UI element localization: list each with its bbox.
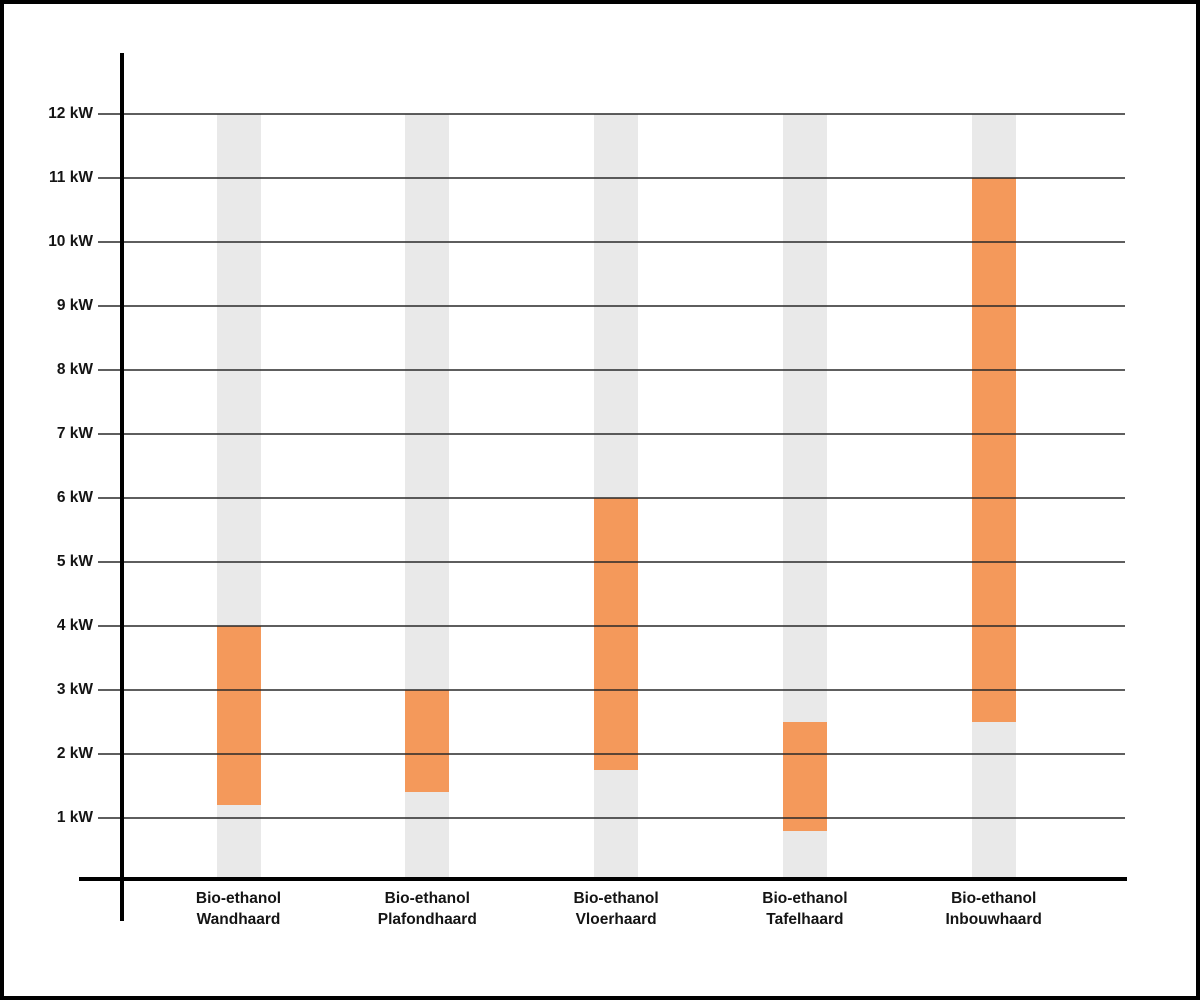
- x-axis-category-label-line: Wandhaard: [196, 911, 281, 928]
- range-bar: [216, 626, 261, 806]
- x-axis-category-label: Bio-ethanol Tafelhaard: [710, 888, 900, 930]
- x-axis-category-label-line: Bio-ethanol: [951, 890, 1037, 907]
- y-axis-tick-label: 10 kW: [48, 233, 93, 250]
- gridline: [98, 113, 1125, 115]
- x-axis-category-label: Bio-ethanol Inbouwhaard: [899, 888, 1089, 930]
- gridline: [98, 305, 1125, 307]
- y-axis-tick-label: 9 kW: [56, 297, 93, 314]
- gridline: [98, 369, 1125, 371]
- x-axis-category-label: Bio-ethanol Wandhaard: [144, 888, 334, 930]
- gridline: [98, 753, 1125, 755]
- y-axis-tick-label: 11 kW: [49, 169, 93, 186]
- y-axis-tick-label: 2 kW: [56, 745, 93, 762]
- x-axis-category-label-line: Inbouwhaard: [945, 911, 1042, 928]
- y-axis-tick-label: 8 kW: [56, 361, 93, 378]
- y-axis-tick-label: 5 kW: [56, 553, 93, 570]
- range-bar: [782, 722, 827, 831]
- x-axis-category-label-line: Bio-ethanol: [573, 890, 659, 907]
- gridline: [98, 625, 1125, 627]
- x-axis-category-label-line: Plafondhaard: [377, 911, 477, 928]
- gridline: [98, 817, 1125, 819]
- gridline: [98, 689, 1125, 691]
- gridline: [98, 561, 1125, 563]
- x-axis-category-label: Bio-ethanol Vloerhaard: [521, 888, 711, 930]
- y-axis-tick-label: 12 kW: [48, 105, 93, 122]
- gridline: [98, 241, 1125, 243]
- x-axis-category-label-line: Vloerhaard: [575, 911, 657, 928]
- gridline: [98, 433, 1125, 435]
- x-axis-category-label-line: Tafelhaard: [766, 911, 844, 928]
- x-axis-category-label: Bio-ethanol Plafondhaard: [332, 888, 522, 930]
- y-axis-tick-label: 6 kW: [56, 489, 93, 506]
- y-axis-tick-label: 7 kW: [56, 425, 93, 442]
- y-axis-tick-label: 4 kW: [56, 617, 93, 634]
- x-axis-category-label-line: Bio-ethanol: [195, 890, 282, 907]
- y-axis-tick-label: 1 kW: [56, 809, 93, 826]
- range-bar: [405, 690, 450, 793]
- x-axis-category-label-line: Bio-ethanol: [762, 890, 848, 907]
- range-bar: [594, 498, 639, 770]
- gridline: [98, 177, 1125, 179]
- x-axis-line: [79, 877, 1127, 881]
- range-bar: [971, 178, 1016, 722]
- y-axis-line: [120, 53, 124, 921]
- x-axis-category-label-line: Bio-ethanol: [384, 890, 470, 907]
- y-axis-tick-label: 3 kW: [56, 681, 93, 698]
- gridline: [98, 497, 1125, 499]
